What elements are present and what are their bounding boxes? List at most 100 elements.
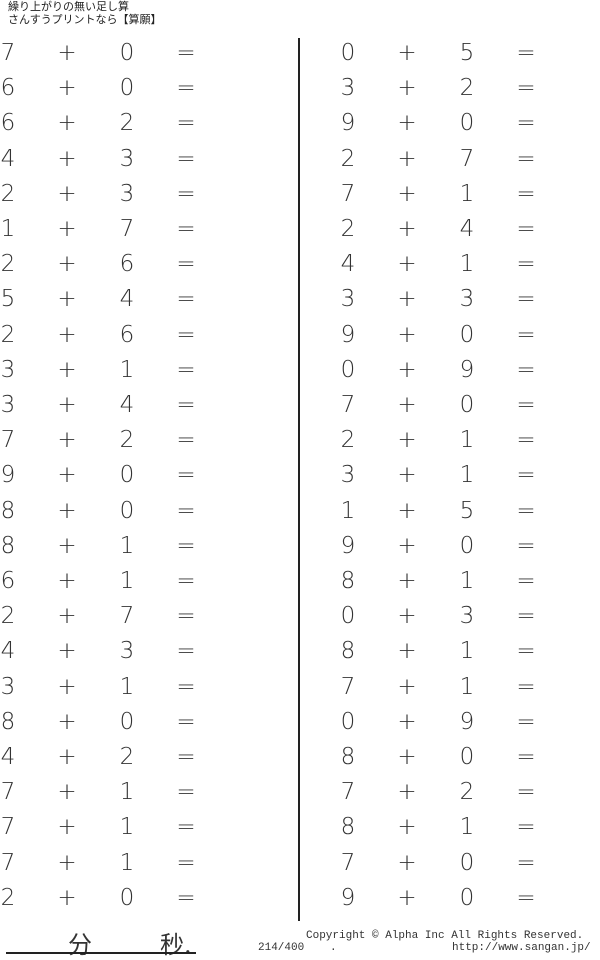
plus-sign: + — [397, 638, 417, 665]
addend-a: 7 — [0, 427, 16, 454]
addend-b: 1 — [119, 532, 135, 559]
addend-b: 9 — [459, 708, 475, 735]
plus-sign: + — [397, 145, 417, 172]
addend-b: 0 — [119, 75, 135, 102]
addend-a: 3 — [0, 673, 16, 700]
addend-b: 2 — [119, 110, 135, 137]
equals-sign: = — [176, 568, 196, 594]
equals-sign: = — [176, 779, 196, 806]
plus-sign: + — [397, 356, 417, 383]
equals-sign: = — [176, 638, 196, 665]
equals-sign: = — [516, 673, 536, 700]
equals-sign: = — [516, 427, 536, 454]
plus-sign: + — [397, 286, 417, 313]
plus-sign: + — [397, 603, 417, 630]
plus-sign: + — [57, 356, 77, 383]
equals-sign: = — [516, 638, 536, 665]
addend-a: 7 — [0, 849, 16, 876]
equals-sign: = — [176, 180, 196, 207]
addend-a: 2 — [340, 145, 356, 172]
plus-sign: + — [57, 884, 77, 911]
addend-a: 9 — [340, 321, 356, 348]
addend-a: 8 — [0, 497, 16, 524]
time-answer-line — [6, 952, 196, 954]
addend-b: 6 — [119, 321, 135, 348]
worksheet-title: 繰り上がりの無い足し算 — [8, 0, 129, 13]
addend-a: 8 — [340, 638, 356, 665]
equals-sign: = — [516, 532, 536, 559]
addend-b: 2 — [459, 779, 475, 806]
equals-sign: = — [516, 779, 536, 806]
addend-b: 2 — [459, 75, 475, 102]
equals-sign: = — [176, 75, 196, 102]
equals-sign: = — [176, 251, 196, 278]
equals-sign: = — [516, 251, 536, 278]
addend-a: 3 — [340, 462, 356, 489]
plus-sign: + — [397, 40, 417, 66]
plus-sign: + — [397, 849, 417, 876]
addend-a: 0 — [340, 708, 356, 735]
addend-b: 0 — [459, 884, 475, 911]
equals-sign: = — [176, 849, 196, 876]
addend-a: 4 — [340, 251, 356, 278]
equals-sign: = — [176, 427, 196, 454]
addend-b: 1 — [119, 814, 135, 841]
addend-a: 5 — [0, 286, 16, 313]
plus-sign: + — [57, 568, 77, 594]
plus-sign: + — [57, 497, 77, 524]
plus-sign: + — [57, 40, 77, 66]
plus-sign: + — [57, 532, 77, 559]
addend-a: 6 — [0, 568, 16, 594]
equals-sign: = — [516, 497, 536, 524]
addend-a: 8 — [0, 708, 16, 735]
plus-sign: + — [57, 673, 77, 700]
addend-a: 9 — [340, 884, 356, 911]
addend-b: 3 — [459, 603, 475, 630]
addend-a: 4 — [0, 638, 16, 665]
addend-a: 7 — [340, 392, 356, 418]
plus-sign: + — [57, 110, 77, 137]
column-divider — [298, 38, 300, 921]
plus-sign: + — [57, 638, 77, 665]
addend-a: 6 — [0, 110, 16, 137]
addend-b: 7 — [459, 145, 475, 172]
addend-b: 5 — [459, 40, 475, 66]
addend-a: 7 — [340, 673, 356, 700]
plus-sign: + — [57, 744, 77, 770]
addend-b: 0 — [119, 497, 135, 524]
equals-sign: = — [176, 532, 196, 559]
equals-sign: = — [516, 180, 536, 207]
addend-a: 0 — [340, 40, 356, 66]
addend-b: 0 — [459, 110, 475, 137]
equals-sign: = — [516, 321, 536, 348]
equals-sign: = — [176, 462, 196, 489]
addend-a: 2 — [0, 251, 16, 278]
equals-sign: = — [516, 603, 536, 630]
equals-sign: = — [176, 603, 196, 630]
addend-a: 4 — [0, 145, 16, 172]
equals-sign: = — [516, 708, 536, 735]
equals-sign: = — [516, 814, 536, 841]
plus-sign: + — [397, 180, 417, 207]
addend-a: 3 — [340, 286, 356, 313]
plus-sign: + — [57, 75, 77, 102]
addend-a: 4 — [0, 744, 16, 770]
copyright: Copyright © Alpha Inc All Rights Reserve… — [306, 930, 584, 942]
addend-a: 7 — [340, 779, 356, 806]
equals-sign: = — [176, 356, 196, 383]
addend-b: 7 — [119, 603, 135, 630]
addend-b: 1 — [459, 814, 475, 841]
addend-a: 7 — [340, 849, 356, 876]
site-url[interactable]: http://www.sangan.jp/ — [452, 942, 591, 954]
addend-b: 1 — [459, 251, 475, 278]
addend-a: 9 — [340, 110, 356, 137]
addend-a: 1 — [340, 497, 356, 524]
addend-a: 6 — [0, 75, 16, 102]
addend-a: 1 — [0, 216, 16, 242]
footer-dot: . — [330, 942, 337, 954]
addend-a: 2 — [0, 321, 16, 348]
equals-sign: = — [176, 673, 196, 700]
addend-b: 3 — [119, 180, 135, 207]
equals-sign: = — [176, 497, 196, 524]
addend-a: 3 — [0, 392, 16, 418]
